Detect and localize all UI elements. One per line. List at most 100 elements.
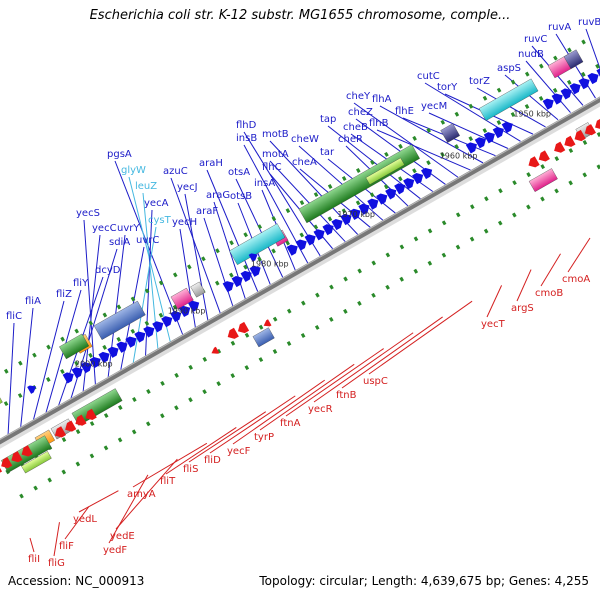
forward-gene-label[interactable]: ruvB [578, 17, 600, 28]
forward-gene-label[interactable]: pgsA [107, 149, 132, 160]
forward-gene-label[interactable]: fliY [73, 278, 89, 289]
forward-gene-arrow[interactable] [161, 314, 175, 328]
forward-gene-label[interactable]: cheR [338, 134, 363, 145]
forward-gene-label[interactable]: cysT [148, 215, 172, 226]
reverse-gene-arrow[interactable] [63, 420, 77, 434]
forward-gene-arrow[interactable] [248, 251, 260, 262]
reverse-gene-label[interactable]: fliS [183, 464, 198, 475]
forward-gene-arrow[interactable] [116, 339, 130, 353]
reverse-gene-label[interactable]: ftnB [336, 390, 357, 401]
forward-gene-arrow[interactable] [222, 279, 237, 293]
forward-gene-label[interactable]: araG [206, 190, 230, 201]
forward-gene-arrow[interactable] [403, 176, 417, 190]
forward-gene-label[interactable]: aspS [497, 63, 521, 74]
forward-gene-label[interactable]: insB [236, 133, 257, 144]
forward-gene-arrow[interactable] [27, 383, 38, 394]
forward-gene-label[interactable]: flhC [262, 162, 282, 173]
forward-gene-arrow[interactable] [587, 71, 600, 85]
forward-gene-label[interactable]: tar [320, 147, 335, 158]
gene-arrows[interactable] [0, 60, 600, 476]
forward-gene-arrow[interactable] [240, 268, 255, 283]
reverse-gene-arrow[interactable] [210, 346, 220, 357]
forward-gene-label[interactable]: yecC [92, 223, 117, 234]
forward-gene-label[interactable]: yecA [144, 198, 169, 209]
reverse-gene-label[interactable]: fliD [204, 455, 221, 466]
forward-gene-arrow[interactable] [421, 165, 435, 180]
reverse-gene-arrow[interactable] [552, 141, 566, 156]
reverse-gene-arrow[interactable] [52, 426, 67, 440]
reverse-gene-label[interactable]: yedL [73, 514, 97, 525]
reverse-gene-label[interactable]: yedF [103, 545, 127, 556]
forward-gene-label[interactable]: tap [320, 114, 336, 125]
forward-gene-arrow[interactable] [412, 171, 426, 185]
reverse-gene-label[interactable]: argS [511, 303, 534, 314]
reverse-gene-label[interactable]: amyA [127, 489, 156, 500]
forward-gene-arrow[interactable] [231, 273, 246, 288]
forward-gene-label[interactable]: yecJ [177, 182, 198, 193]
forward-gene-label[interactable]: yecH [172, 217, 197, 228]
forward-gene-arrow[interactable] [340, 211, 354, 226]
reverse-gene-label[interactable]: yedE [110, 531, 135, 542]
forward-gene-label[interactable]: flhA [372, 94, 392, 105]
reverse-gene-arrow[interactable] [536, 150, 550, 164]
forward-gene-arrow[interactable] [569, 81, 584, 95]
forward-gene-arrow[interactable] [322, 222, 336, 236]
reverse-gene-label[interactable]: yecT [481, 319, 506, 330]
reverse-gene-arrow[interactable] [262, 319, 272, 329]
forward-gene-label[interactable]: torZ [469, 76, 490, 87]
forward-gene-label[interactable]: fliZ [56, 289, 72, 300]
forward-gene-label[interactable]: flhE [395, 106, 414, 117]
forward-gene-label[interactable]: flhB [369, 118, 389, 129]
reverse-gene-label[interactable]: tyrP [254, 432, 274, 443]
reverse-gene-label[interactable]: fliI [28, 554, 40, 565]
forward-gene-label[interactable]: motA [262, 149, 289, 160]
forward-gene-label[interactable]: insA [254, 178, 275, 189]
forward-gene-label[interactable]: cheB [343, 122, 368, 133]
reverse-gene-arrow[interactable] [83, 408, 97, 423]
forward-gene-label[interactable]: cutC [417, 71, 440, 82]
forward-gene-arrow[interactable] [249, 263, 264, 277]
forward-gene-arrow[interactable] [367, 196, 381, 210]
forward-gene-label[interactable]: ruvA [548, 22, 571, 33]
reverse-gene-label[interactable]: yecF [227, 446, 251, 457]
forward-gene-arrow[interactable] [483, 130, 498, 144]
forward-gene-label[interactable]: uvrY [117, 223, 140, 234]
forward-gene-label[interactable]: ruvC [524, 34, 547, 45]
forward-gene-arrow[interactable] [331, 217, 345, 231]
forward-gene-arrow[interactable] [143, 324, 157, 338]
forward-gene-arrow[interactable] [542, 96, 557, 110]
forward-gene-arrow[interactable] [474, 135, 489, 149]
forward-gene-arrow[interactable] [394, 181, 408, 195]
reverse-gene-arrow[interactable] [572, 129, 586, 144]
forward-gene-label[interactable]: fliC [6, 311, 22, 322]
forward-gene-label[interactable]: motB [262, 129, 289, 140]
forward-gene-label[interactable]: fliA [25, 296, 41, 307]
forward-gene-arrow[interactable] [98, 349, 112, 364]
forward-gene-arrow[interactable] [385, 186, 399, 200]
reverse-gene-arrow[interactable] [9, 451, 23, 465]
forward-gene-label[interactable]: flhD [236, 120, 257, 131]
forward-gene-arrow[interactable] [286, 242, 301, 256]
forward-gene-arrow[interactable] [107, 344, 121, 358]
reverse-gene-label[interactable]: fliT [160, 476, 176, 487]
forward-gene-arrow[interactable] [125, 334, 139, 348]
reverse-gene-label[interactable]: ftnA [280, 418, 301, 429]
forward-gene-label[interactable]: cheZ [348, 107, 373, 118]
reverse-gene-label[interactable]: fliF [59, 541, 74, 552]
forward-gene-arrow[interactable] [134, 329, 148, 343]
forward-gene-label[interactable]: cheA [292, 157, 317, 168]
forward-gene-label[interactable]: yecS [76, 208, 100, 219]
forward-gene-arrow[interactable] [80, 360, 95, 374]
forward-gene-arrow[interactable] [560, 86, 575, 100]
forward-gene-arrow[interactable] [188, 298, 202, 312]
forward-gene-label[interactable]: otsB [230, 191, 252, 202]
reverse-gene-arrow[interactable] [526, 156, 540, 170]
forward-gene-label[interactable]: uvrC [136, 235, 159, 246]
forward-gene-arrow[interactable] [62, 370, 77, 384]
forward-gene-arrow[interactable] [376, 191, 390, 205]
forward-gene-arrow[interactable] [304, 232, 319, 246]
reverse-gene-arrow[interactable] [235, 321, 250, 336]
forward-gene-arrow[interactable] [313, 227, 328, 241]
reverse-gene-arrow[interactable] [0, 456, 13, 471]
